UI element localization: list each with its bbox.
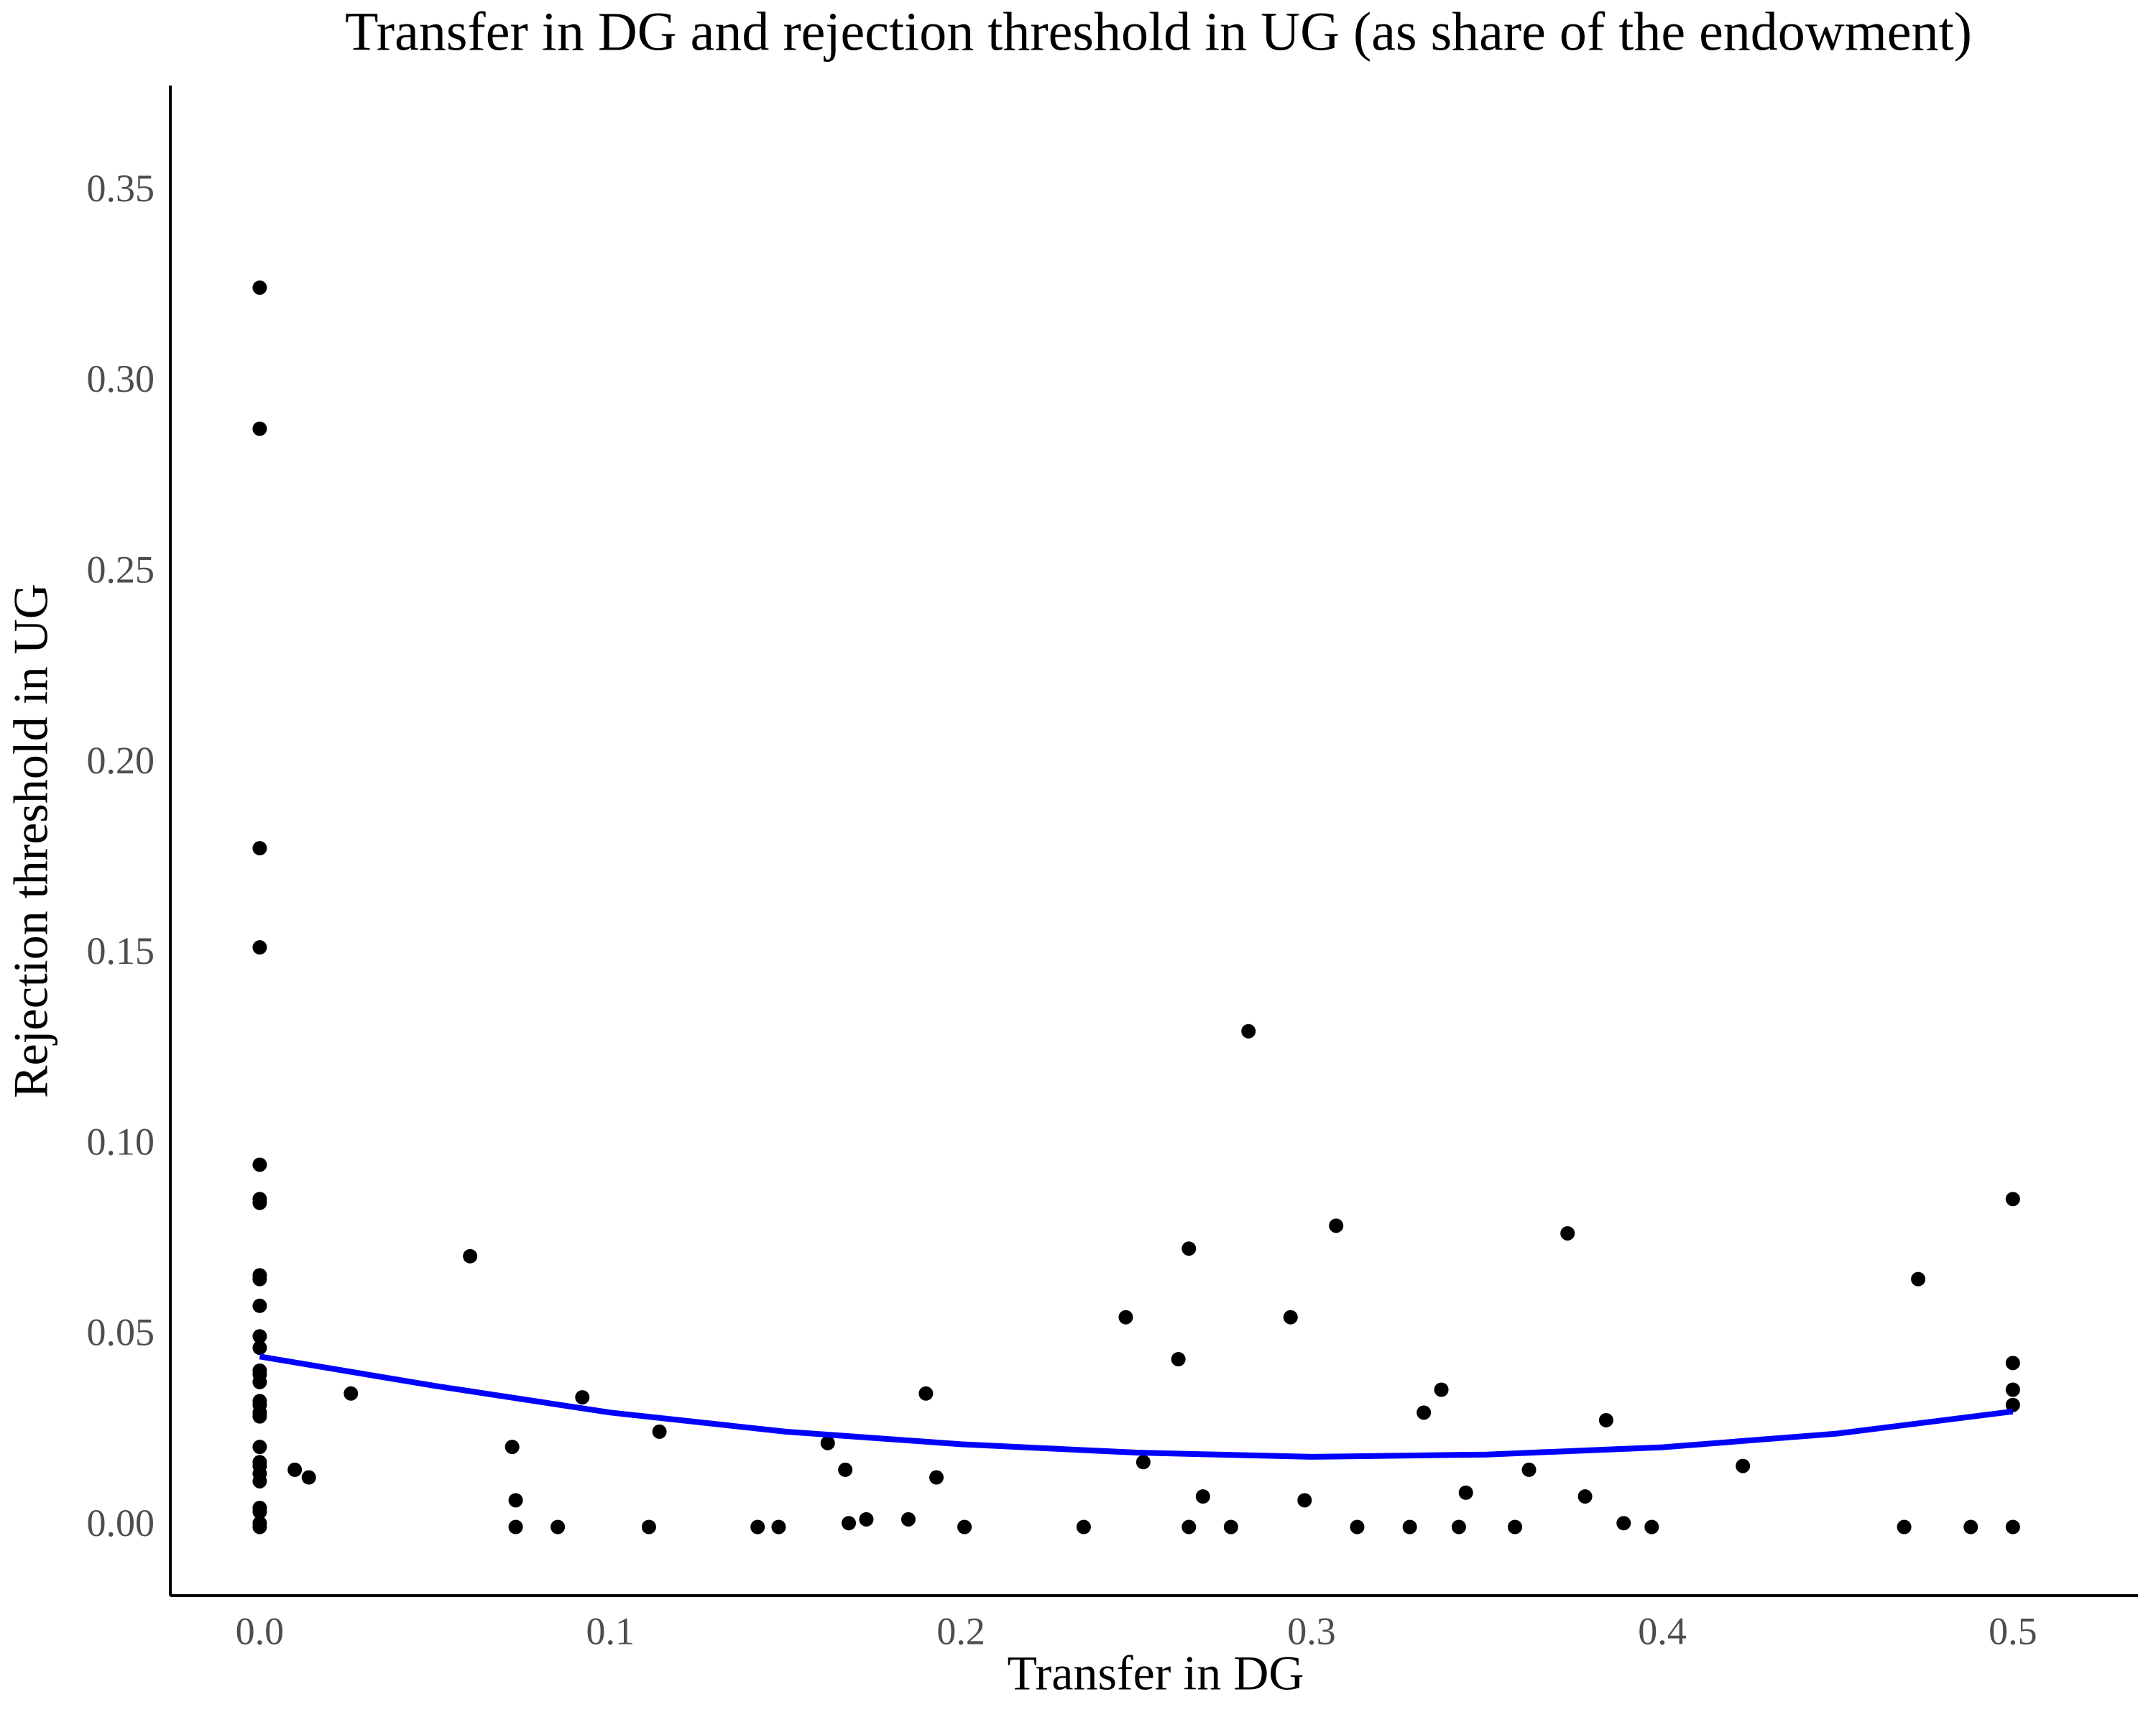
point bbox=[1135, 1455, 1151, 1470]
x-tick-label: 0.2 bbox=[936, 1609, 985, 1652]
point bbox=[750, 1519, 765, 1535]
point bbox=[1195, 1489, 1210, 1504]
point bbox=[1508, 1519, 1523, 1535]
point bbox=[842, 1516, 857, 1531]
point bbox=[1521, 1462, 1537, 1477]
point bbox=[1434, 1382, 1449, 1397]
point bbox=[2005, 1519, 2020, 1535]
point bbox=[1644, 1519, 1659, 1535]
point bbox=[641, 1519, 656, 1535]
point bbox=[252, 1519, 267, 1535]
x-tick-label: 0.1 bbox=[586, 1609, 635, 1652]
point bbox=[859, 1512, 874, 1527]
point bbox=[287, 1462, 303, 1477]
point bbox=[463, 1248, 478, 1264]
point bbox=[2005, 1192, 2020, 1207]
point bbox=[2005, 1356, 2020, 1371]
y-axis-title: Rejection threshold in UG bbox=[4, 584, 58, 1098]
y-tick-label: 0.15 bbox=[87, 929, 155, 972]
x-tick-label: 0.5 bbox=[1989, 1609, 2037, 1652]
point bbox=[1458, 1485, 1473, 1500]
point bbox=[1560, 1225, 1575, 1241]
point bbox=[252, 421, 267, 436]
point bbox=[1402, 1519, 1417, 1535]
point bbox=[508, 1493, 523, 1508]
point bbox=[1736, 1458, 1751, 1473]
y-tick-label: 0.35 bbox=[87, 167, 155, 210]
point bbox=[505, 1440, 520, 1455]
point bbox=[1598, 1412, 1613, 1427]
point bbox=[1577, 1489, 1593, 1504]
point bbox=[771, 1519, 786, 1535]
point bbox=[252, 1504, 267, 1519]
point bbox=[252, 1473, 267, 1489]
fit-line bbox=[259, 1353, 2014, 1460]
point bbox=[344, 1386, 359, 1401]
point bbox=[301, 1470, 316, 1485]
point bbox=[508, 1519, 523, 1535]
point bbox=[1171, 1352, 1186, 1367]
point bbox=[1297, 1493, 1312, 1508]
point bbox=[252, 1271, 267, 1287]
y-tick-label: 0.20 bbox=[87, 739, 155, 782]
y-tick-label: 0.25 bbox=[87, 548, 155, 592]
point bbox=[252, 1409, 267, 1424]
chart-title: Transfer in DG and rejection threshold i… bbox=[345, 1, 1972, 62]
point bbox=[1241, 1024, 1256, 1039]
point bbox=[929, 1470, 944, 1485]
x-tick-label: 0.0 bbox=[236, 1609, 285, 1652]
point bbox=[550, 1519, 566, 1535]
point bbox=[1181, 1519, 1197, 1535]
point bbox=[252, 1157, 267, 1172]
point bbox=[1283, 1310, 1298, 1325]
y-tick-label: 0.30 bbox=[87, 357, 155, 400]
point bbox=[252, 841, 267, 856]
y-tick-label: 0.05 bbox=[87, 1311, 155, 1354]
point bbox=[1911, 1271, 1926, 1287]
point bbox=[252, 1374, 267, 1389]
x-tick-label: 0.3 bbox=[1287, 1609, 1336, 1652]
point bbox=[575, 1390, 590, 1405]
y-tick-label: 0.00 bbox=[87, 1501, 155, 1545]
point bbox=[900, 1512, 916, 1527]
point bbox=[252, 1340, 267, 1356]
point bbox=[918, 1386, 934, 1401]
point bbox=[252, 1440, 267, 1455]
point bbox=[1416, 1405, 1432, 1420]
point bbox=[1076, 1519, 1091, 1535]
point bbox=[838, 1462, 853, 1477]
point bbox=[1350, 1519, 1365, 1535]
point bbox=[1963, 1519, 1978, 1535]
point bbox=[252, 1329, 267, 1344]
point bbox=[820, 1435, 835, 1450]
x-tick-label: 0.4 bbox=[1638, 1609, 1687, 1652]
point bbox=[1181, 1241, 1197, 1256]
point bbox=[252, 940, 267, 955]
point bbox=[252, 1298, 267, 1313]
point bbox=[1897, 1519, 1912, 1535]
point bbox=[1616, 1516, 1631, 1531]
point bbox=[1451, 1519, 1466, 1535]
x-axis-title: Transfer in DG bbox=[1007, 1646, 1304, 1701]
point bbox=[252, 1195, 267, 1210]
point bbox=[1223, 1519, 1238, 1535]
point bbox=[2005, 1397, 2020, 1412]
point bbox=[652, 1424, 667, 1439]
point bbox=[252, 280, 267, 295]
point bbox=[957, 1519, 972, 1535]
point bbox=[1118, 1310, 1133, 1325]
y-tick-label: 0.10 bbox=[87, 1120, 155, 1163]
point bbox=[2005, 1382, 2020, 1397]
point bbox=[1329, 1218, 1344, 1233]
